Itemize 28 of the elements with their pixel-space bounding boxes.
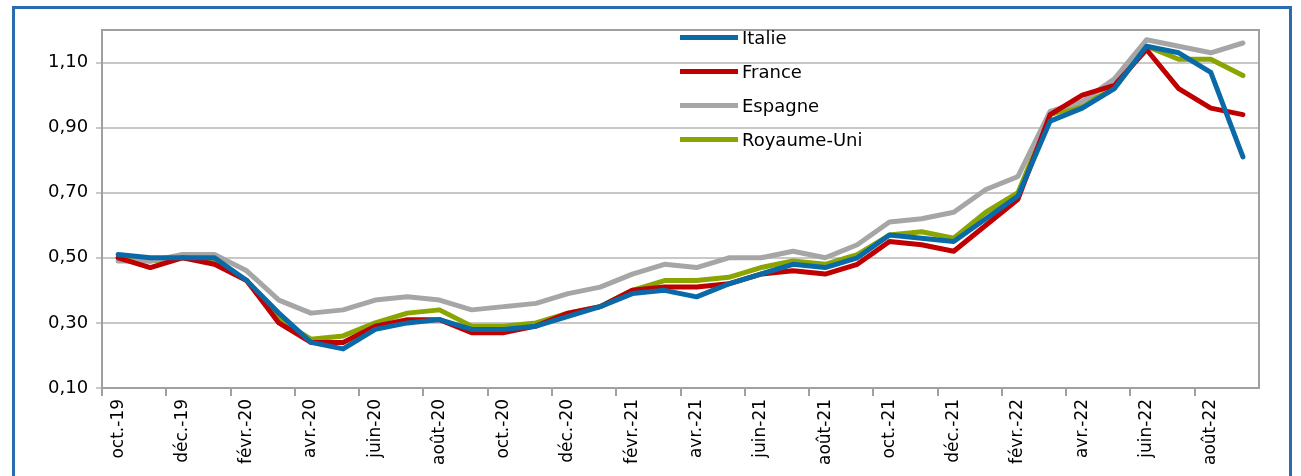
x-tick-label: juin-20: [363, 398, 384, 459]
x-tick-label: avr.-20: [299, 398, 320, 459]
x-tick-label: août-21: [813, 398, 834, 466]
x-tick-label: août-22: [1199, 398, 1220, 466]
y-tick-label: 0,90: [48, 115, 89, 137]
x-tick-label: déc.-21: [942, 398, 963, 463]
x-tick-label: oct.-21: [877, 398, 898, 459]
x-tick-label: févr.-22: [1006, 398, 1027, 465]
x-tick-label: avr.-22: [1070, 398, 1091, 459]
x-tick-label: juin-21: [749, 398, 770, 459]
y-tick-label: 0,70: [48, 180, 89, 202]
y-tick-label: 0,10: [48, 375, 89, 397]
legend-label: Italie: [742, 26, 787, 48]
y-tick-label: 1,10: [48, 50, 89, 72]
x-tick-label: déc.-20: [556, 398, 577, 463]
y-tick-label: 0,50: [48, 245, 89, 267]
x-tick-label: févr.-20: [235, 398, 256, 465]
x-tick-label: août-20: [427, 398, 448, 466]
legend-label: Espagne: [742, 94, 820, 116]
x-tick-label: oct.-19: [106, 398, 127, 459]
x-tick-label: juin-22: [1134, 398, 1155, 459]
x-tick-label: avr.-21: [685, 398, 706, 459]
y-tick-label: 0,30: [48, 310, 89, 332]
x-tick-label: déc.-19: [170, 398, 191, 463]
x-tick-label: oct.-20: [492, 398, 513, 459]
legend-label: Royaume-Uni: [742, 128, 863, 150]
legend-label: France: [742, 60, 802, 82]
x-tick-label: févr.-21: [620, 398, 641, 465]
